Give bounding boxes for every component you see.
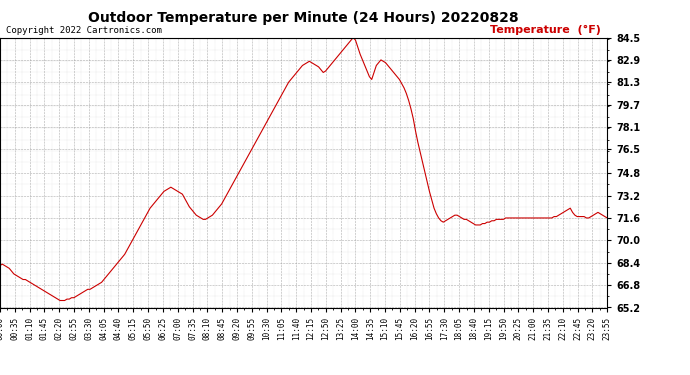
Text: Temperature  (°F): Temperature (°F) (491, 25, 601, 35)
Text: Copyright 2022 Cartronics.com: Copyright 2022 Cartronics.com (6, 26, 162, 35)
Text: Outdoor Temperature per Minute (24 Hours) 20220828: Outdoor Temperature per Minute (24 Hours… (88, 11, 519, 25)
